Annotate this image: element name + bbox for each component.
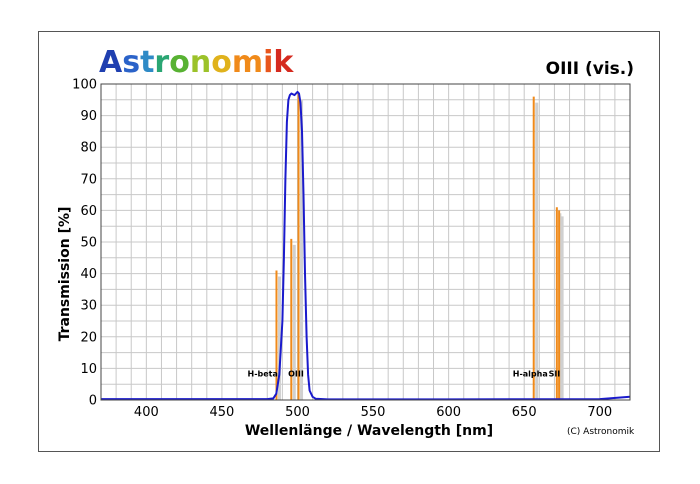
transmission-chart: Astronomik OIII (vis.) 400 450 500 550 600 65… — [57, 45, 635, 439]
x-tick-label: 550 — [361, 405, 386, 420]
copyright-text: (C) Astronomik — [567, 427, 635, 437]
emission-lines — [275, 93, 564, 400]
brand-letter: n — [190, 45, 211, 80]
line-label: H-alpha — [513, 369, 548, 378]
y-tick-labels: 0 10 20 30 40 50 60 70 80 90 100 — [72, 78, 97, 409]
x-tick-labels: 400 450 500 550 600 650 700 — [134, 405, 612, 420]
grid-lines — [101, 83, 631, 401]
chart-title: OIII (vis.) — [546, 59, 634, 79]
y-tick-label: 30 — [80, 299, 97, 314]
y-tick-label: 40 — [80, 267, 97, 282]
y-tick-label: 0 — [89, 394, 97, 409]
y-tick-label: 90 — [80, 109, 97, 124]
brand-letter: i — [263, 45, 273, 80]
y-tick-label: 60 — [80, 204, 97, 219]
y-axis-label: Transmission [%] — [57, 207, 73, 342]
chart-frame: Astronomik OIII (vis.) 400 450 500 550 600 65… — [38, 31, 660, 452]
x-tick-label: 650 — [512, 405, 537, 420]
brand-letter: r — [154, 45, 169, 80]
series-layer — [101, 90, 631, 401]
x-tick-label: 700 — [587, 405, 612, 420]
line-label: OIII — [288, 369, 304, 378]
x-tick-label: 400 — [134, 405, 159, 420]
y-tick-label: 10 — [80, 362, 97, 377]
x-axis-label: Wellenlänge / Wavelength [nm] — [245, 423, 493, 439]
transmission-curve — [101, 90, 631, 401]
brand-letter: A — [99, 45, 123, 80]
x-tick-label: 500 — [285, 405, 310, 420]
line-label: H-beta — [248, 369, 278, 378]
y-tick-label: 70 — [80, 172, 97, 187]
y-tick-label: 80 — [80, 141, 97, 156]
line-annotations: H-beta OIII H-alpha SII — [248, 369, 561, 378]
line-label: SII — [549, 369, 561, 378]
brand-letter: o — [211, 45, 232, 80]
y-tick-label: 20 — [80, 330, 97, 345]
brand-letter: k — [273, 45, 294, 80]
brand-letter: o — [169, 45, 190, 80]
x-tick-label: 450 — [210, 405, 235, 420]
y-tick-label: 100 — [72, 78, 97, 93]
y-tick-label: 50 — [80, 236, 97, 251]
brand-letter: m — [232, 45, 263, 80]
brand-logo: Astronomik — [99, 45, 294, 80]
brand-letter: s — [122, 45, 140, 80]
plot-area — [100, 83, 631, 401]
x-tick-label: 600 — [436, 405, 461, 420]
brand-letter: t — [140, 45, 154, 80]
